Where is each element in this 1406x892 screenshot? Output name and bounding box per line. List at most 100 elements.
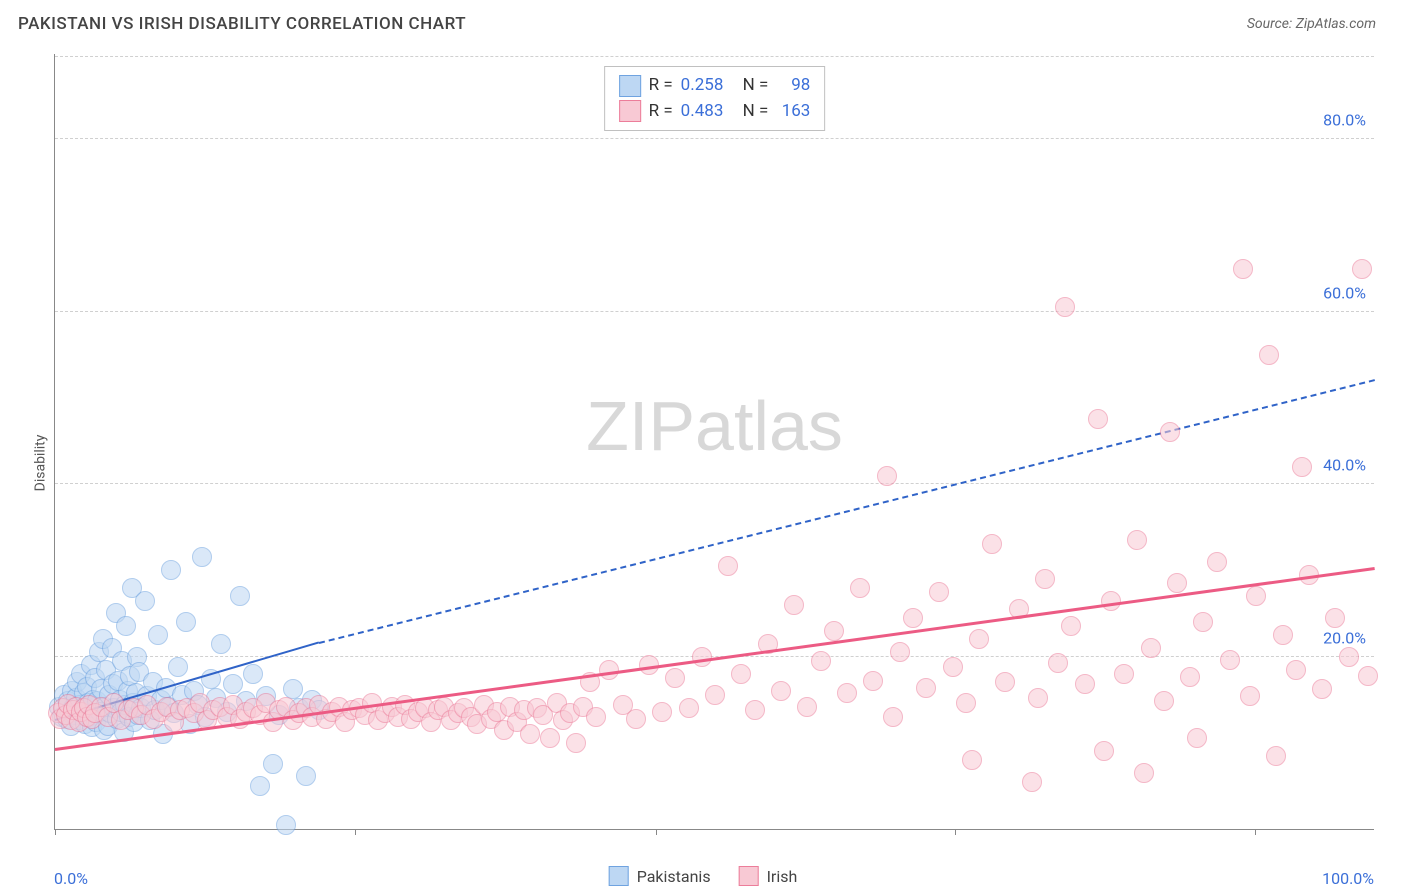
data-point (1160, 422, 1180, 442)
data-point (1114, 664, 1134, 684)
data-point (1055, 297, 1075, 317)
x-tick-mark (1255, 829, 1256, 835)
data-point (211, 634, 231, 654)
data-point (890, 642, 910, 662)
data-point (1167, 573, 1187, 593)
data-point (1207, 552, 1227, 572)
source-label: Source: ZipAtlas.com (1247, 16, 1376, 32)
stats-legend: R =0.258N =98R =0.483N =163 (604, 66, 826, 131)
legend-swatch (619, 75, 641, 97)
data-point (1286, 660, 1306, 680)
watermark-thin: atlas (695, 387, 843, 465)
y-tick-label: 40.0% (1323, 456, 1366, 475)
y-axis-label: Disability (32, 435, 48, 492)
data-point (168, 657, 188, 677)
data-point (1035, 569, 1055, 589)
x-tick-mark (656, 829, 657, 835)
data-point (1180, 667, 1200, 687)
data-point (837, 683, 857, 703)
data-point (665, 668, 685, 688)
data-point (771, 681, 791, 701)
trend-line (55, 567, 1375, 751)
data-point (1312, 679, 1332, 699)
data-point (718, 556, 738, 576)
data-point (116, 616, 136, 636)
r-label: R = (649, 99, 673, 125)
trend-line (319, 379, 1375, 644)
data-point (982, 534, 1002, 554)
data-point (1075, 674, 1095, 694)
data-point (962, 750, 982, 770)
stats-row: R =0.258N =98 (619, 73, 811, 99)
watermark-bold: ZIP (586, 387, 695, 465)
data-point (1101, 591, 1121, 611)
data-point (223, 674, 243, 694)
data-point (263, 754, 283, 774)
data-point (230, 586, 250, 606)
data-point (811, 651, 831, 671)
data-point (520, 724, 540, 744)
data-point (1048, 653, 1068, 673)
data-point (705, 685, 725, 705)
data-point (929, 582, 949, 602)
watermark: ZIPatlas (586, 386, 843, 466)
gridline-h (55, 483, 1374, 484)
data-point (250, 776, 270, 796)
data-point (863, 671, 883, 691)
x-min-label: 0.0% (54, 869, 88, 888)
data-point (1259, 345, 1279, 365)
chart-title: PAKISTANI VS IRISH DISABILITY CORRELATIO… (18, 14, 466, 34)
data-point (692, 647, 712, 667)
data-point (1134, 763, 1154, 783)
data-point (1141, 638, 1161, 658)
data-point (1154, 691, 1174, 711)
data-point (1246, 586, 1266, 606)
plot-area: ZIPatlas R =0.258N =98R =0.483N =163 20.… (54, 54, 1374, 830)
data-point (883, 707, 903, 727)
data-point (679, 698, 699, 718)
x-tick-mark (955, 829, 956, 835)
gridline-h (55, 138, 1374, 139)
x-max-label: 100.0% (1322, 869, 1374, 888)
r-label: R = (649, 73, 673, 99)
data-point (148, 625, 168, 645)
data-point (877, 466, 897, 486)
data-point (1094, 741, 1114, 761)
legend-swatch (609, 866, 629, 886)
data-point (784, 595, 804, 615)
data-point (1352, 259, 1372, 279)
n-label: N = (743, 99, 769, 125)
n-value: 98 (776, 73, 810, 99)
data-point (161, 560, 181, 580)
series-legend: PakistanisIrish (609, 866, 798, 886)
legend-label: Irish (767, 867, 798, 886)
data-point (1127, 530, 1147, 550)
data-point (1240, 686, 1260, 706)
data-point (797, 697, 817, 717)
x-tick-mark (55, 829, 56, 835)
data-point (626, 709, 646, 729)
data-point (824, 621, 844, 641)
y-tick-label: 60.0% (1323, 283, 1366, 302)
stats-row: R =0.483N =163 (619, 99, 811, 125)
data-point (1028, 688, 1048, 708)
data-point (1339, 647, 1359, 667)
data-point (903, 608, 923, 628)
y-tick-label: 80.0% (1323, 111, 1366, 130)
data-point (1266, 746, 1286, 766)
data-point (745, 700, 765, 720)
data-point (969, 629, 989, 649)
legend-item: Irish (739, 866, 798, 886)
data-point (586, 707, 606, 727)
legend-swatch (739, 866, 759, 886)
data-point (652, 702, 672, 722)
legend-swatch (619, 100, 641, 122)
x-tick-mark (355, 829, 356, 835)
data-point (192, 547, 212, 567)
data-point (731, 664, 751, 684)
data-point (1061, 616, 1081, 636)
data-point (1292, 457, 1312, 477)
r-value: 0.483 (681, 99, 735, 125)
data-point (135, 591, 155, 611)
data-point (1220, 650, 1240, 670)
